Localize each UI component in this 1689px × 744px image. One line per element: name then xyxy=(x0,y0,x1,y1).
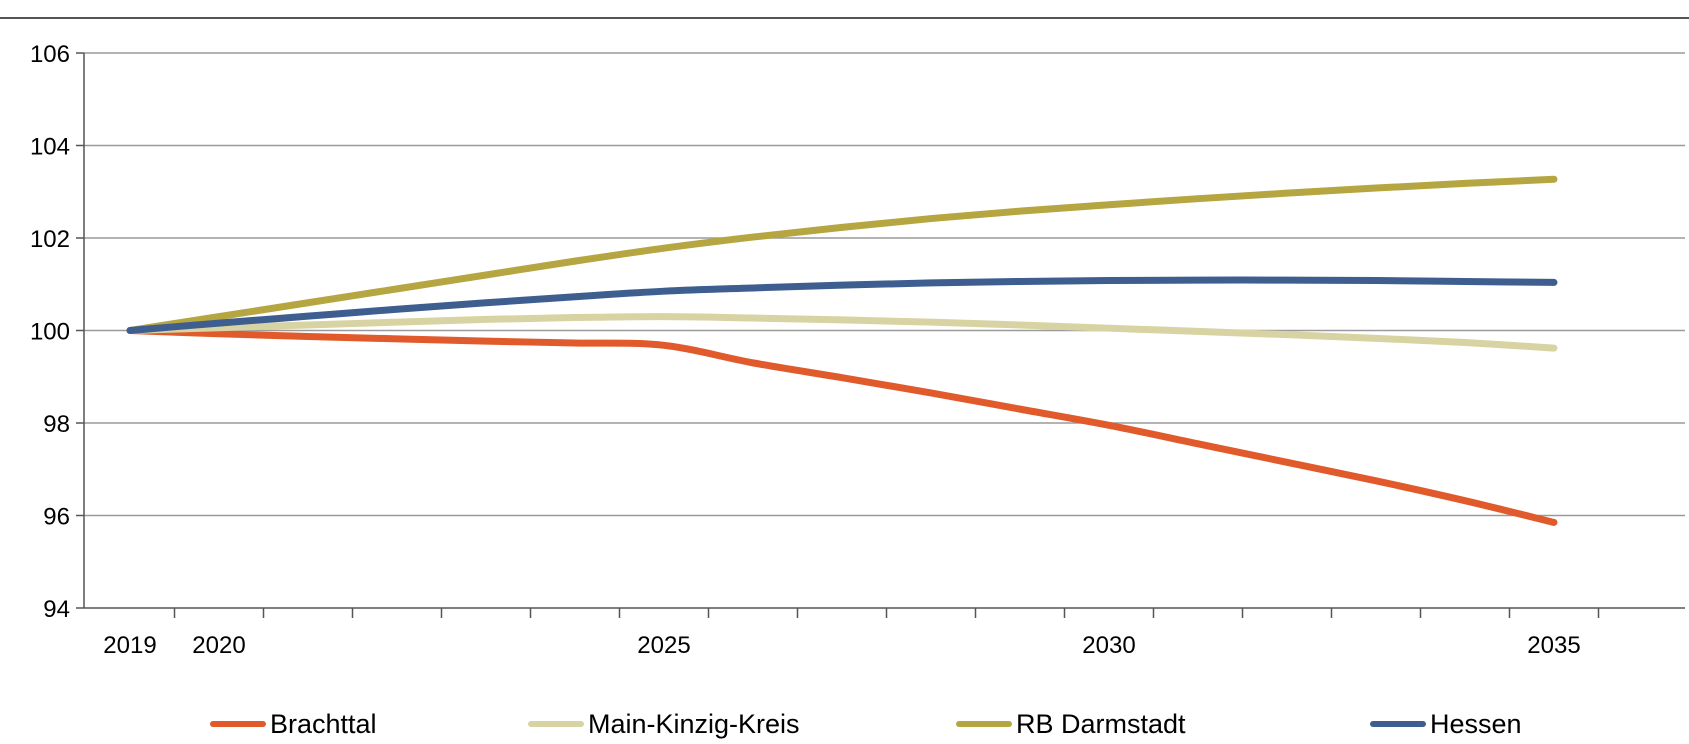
series-line-3 xyxy=(126,276,1558,334)
x-tick-label: 2035 xyxy=(1527,632,1580,659)
tick-labels: 94 96 98 100 102 104 106 2019 2020 2025 2030 2035 xyxy=(30,41,1581,659)
y-tick-label: 98 xyxy=(43,411,70,438)
x-tick-label: 2020 xyxy=(192,632,245,659)
axes xyxy=(76,52,1685,618)
x-tick-label: 2025 xyxy=(637,632,690,659)
y-tick-label: 102 xyxy=(30,226,70,253)
legend-label: Main-Kinzig-Kreis xyxy=(588,708,800,739)
series-line-0 xyxy=(126,327,1558,526)
legend-item: RB Darmstadt xyxy=(956,704,1186,744)
y-tick-label: 96 xyxy=(43,504,70,531)
legend-label: Brachttal xyxy=(270,708,377,739)
legend: Brachttal Main-Kinzig-Kreis RB Darmstadt He… xyxy=(0,704,1689,744)
y-tick-label: 94 xyxy=(43,596,70,623)
series-lines xyxy=(126,175,1558,526)
legend-swatch xyxy=(1370,721,1426,727)
y-tick-label: 106 xyxy=(30,41,70,68)
legend-swatch xyxy=(956,721,1012,727)
gridlines xyxy=(84,52,1685,517)
legend-swatch xyxy=(210,721,266,727)
legend-item: Brachttal xyxy=(210,704,377,744)
y-tick-label: 104 xyxy=(30,134,70,161)
series-line-2 xyxy=(126,175,1558,334)
x-tick-label: 2030 xyxy=(1082,632,1135,659)
legend-item: Main-Kinzig-Kreis xyxy=(528,704,800,744)
legend-label: RB Darmstadt xyxy=(1016,708,1186,739)
series-line-1 xyxy=(126,313,1558,352)
legend-swatch xyxy=(528,721,584,727)
legend-label: Hessen xyxy=(1430,708,1522,739)
x-tick-label: 2019 xyxy=(103,632,156,659)
legend-item: Hessen xyxy=(1370,704,1522,744)
y-tick-label: 100 xyxy=(30,319,70,346)
